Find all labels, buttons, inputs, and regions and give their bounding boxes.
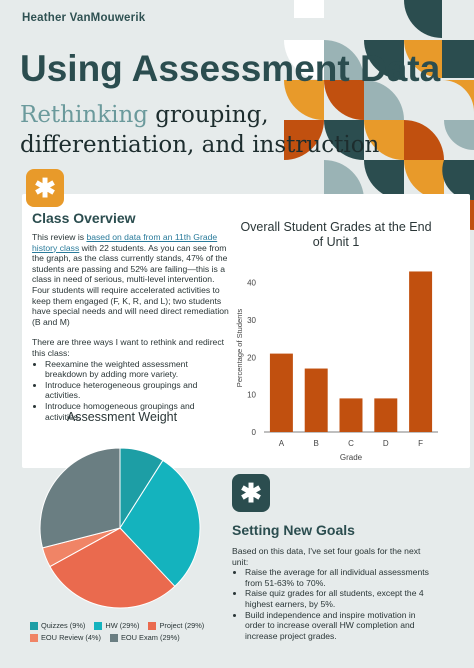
legend-swatch — [30, 634, 38, 642]
legend-entry: HW (29%) — [94, 620, 139, 632]
legend-entry: Project (29%) — [148, 620, 204, 632]
legend-entry: EOU Review (4%) — [30, 632, 101, 644]
author-name: Heather VanMouwerik — [22, 12, 146, 24]
legend-swatch — [148, 622, 157, 630]
y-tick-label: 30 — [247, 316, 256, 325]
legend-label: HW (29%) — [105, 621, 140, 630]
legend-label: EOU Exam (29%) — [120, 633, 180, 642]
y-axis-label: Percentage of Students — [235, 309, 244, 388]
legend-entry: EOU Exam (29%) — [109, 632, 180, 644]
x-tick-label: D — [383, 439, 389, 448]
legend-label: EOU Review (4%) — [41, 633, 101, 642]
subtitle-line1: grouping, — [147, 102, 269, 128]
goals-list: Raise the average for all individual ass… — [232, 567, 432, 641]
bar-B — [304, 368, 328, 432]
list-item: Raise the average for all individual ass… — [245, 567, 432, 588]
goals-heading: Setting New Goals — [232, 522, 355, 538]
bar-chart-title: Overall Student Grades at the End of Uni… — [240, 220, 432, 249]
ways-intro: There are three ways I want to rethink a… — [32, 337, 225, 358]
list-item: Introduce heterogeneous groupings and ac… — [45, 380, 232, 401]
pie-legend: Quizzes (9%) HW (29%) Project (29%) EOU Rev… — [30, 620, 230, 644]
subtitle-accent: Rethinking — [20, 102, 148, 128]
goals-section: Setting New Goals Based on this data, I'… — [232, 522, 432, 641]
list-item: Build independence and inspire motivatio… — [245, 610, 432, 642]
y-tick-label: 20 — [247, 353, 256, 362]
ways-list: Reexamine the weighted assessment breakd… — [32, 359, 232, 423]
page-subtitle: Rethinking grouping, differentiation, an… — [20, 100, 379, 160]
page-title: Using Assessment Data — [20, 48, 441, 89]
legend-label: Quizzes (9%) — [41, 621, 86, 630]
y-tick-label: 10 — [247, 391, 256, 400]
legend-swatch — [94, 622, 103, 630]
class-overview-heading: Class Overview — [32, 210, 136, 226]
bar-F — [409, 271, 433, 432]
y-tick-label: 40 — [247, 279, 256, 288]
goals-intro: Based on this data, I've set four goals … — [232, 546, 421, 567]
pie-slice — [119, 459, 201, 588]
legend-swatch — [30, 622, 38, 630]
assessment-weight-pie-chart — [39, 447, 201, 609]
legend-swatch — [109, 634, 118, 642]
pie-chart-title: Assessment Weight — [66, 410, 178, 424]
list-item: Raise quiz grades for all students, exce… — [245, 588, 432, 609]
geometric-pattern-graphic — [284, 0, 474, 240]
pie-slice — [39, 447, 121, 549]
data-source-link[interactable]: based on data from an 11th Grade history… — [32, 232, 218, 253]
x-tick-label: A — [279, 439, 285, 448]
y-tick-label: 0 — [252, 428, 257, 437]
list-item: Reexamine the weighted assessment breakd… — [45, 359, 232, 380]
pie-slice — [49, 527, 176, 609]
class-overview-text: This review is based on data from an 11t… — [32, 232, 232, 327]
class-overview-section: Class Overview This review is based on d… — [32, 210, 232, 422]
intro-rest: with 22 students. As you can see from th… — [32, 242, 229, 327]
x-tick-label: F — [418, 439, 423, 448]
bar-D — [374, 398, 398, 432]
asterisk-icon: ✱ — [26, 169, 64, 207]
x-axis-label: Grade — [340, 453, 363, 462]
list-item: Introduce homogeneous groupings and acti… — [45, 401, 232, 422]
bar-A — [269, 353, 293, 432]
intro-prefix: This review is — [32, 232, 87, 242]
asterisk-icon: ✱ — [232, 474, 270, 512]
legend-entry: Quizzes (9%) — [30, 620, 85, 632]
subtitle-line2: differentiation, and instruction — [20, 132, 380, 158]
x-tick-label: B — [314, 439, 319, 448]
grade-bar-chart: 0 10 20 30 40 A B C D F Grade Percentage of Student… — [235, 271, 438, 462]
bar-C — [339, 398, 363, 432]
x-tick-label: C — [348, 439, 354, 448]
legend-label: Project (29%) — [159, 621, 205, 630]
